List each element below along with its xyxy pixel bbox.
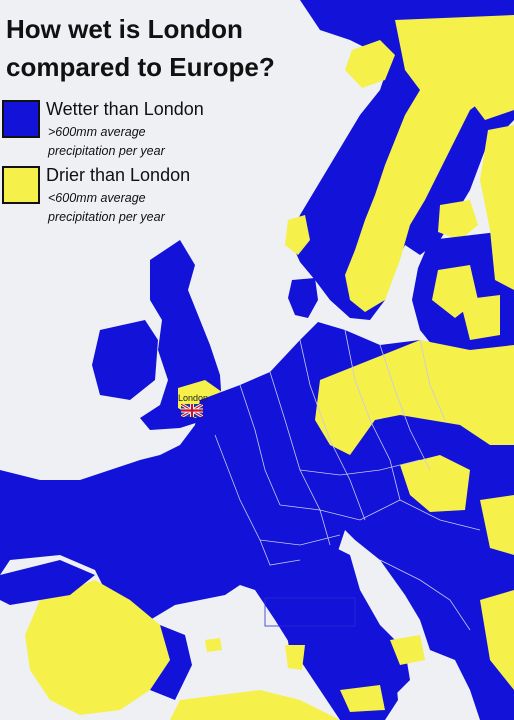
baltic-dry-2 [460, 295, 500, 340]
puglia-dry [390, 635, 425, 665]
continent-wet [0, 322, 514, 720]
finland-north-dry [462, 60, 514, 120]
finland-south-dry [438, 200, 478, 240]
balkans-dry [480, 590, 514, 690]
balearic-dry [205, 638, 222, 652]
iberia-east-wet [150, 625, 192, 700]
london-label: London [178, 393, 209, 403]
iberia-north-wet [0, 560, 95, 605]
russia-east-dry [480, 125, 514, 290]
central-dry [315, 340, 514, 455]
norway-coast-dry [285, 215, 310, 255]
tyrrhenian-outline [264, 597, 356, 627]
union-jack-icon [181, 404, 203, 417]
legend-label-drier: Drier than London [46, 165, 191, 185]
hungary-dry [400, 455, 470, 512]
sardinia-dry [285, 645, 305, 670]
legend-label-wetter: Wetter than London [46, 99, 204, 119]
romania-dry [480, 495, 514, 555]
norway-north-dry [345, 40, 395, 88]
denmark [288, 278, 318, 318]
legend-sub-wetter: >600mm average precipitation per year [48, 125, 165, 158]
iberia-dry [25, 580, 170, 715]
legend-swatch-wetter [2, 100, 40, 138]
ireland [92, 320, 158, 400]
map-title: How wet is London compared to Europe? [6, 14, 275, 82]
italy [298, 545, 410, 700]
country-borders [214, 329, 481, 631]
north-africa-dry [170, 690, 340, 720]
sicily-dry [340, 685, 385, 712]
legend-sub-drier: <600mm average precipitation per year [48, 191, 165, 224]
legend-swatch-drier [2, 166, 40, 204]
corsica [292, 588, 304, 612]
